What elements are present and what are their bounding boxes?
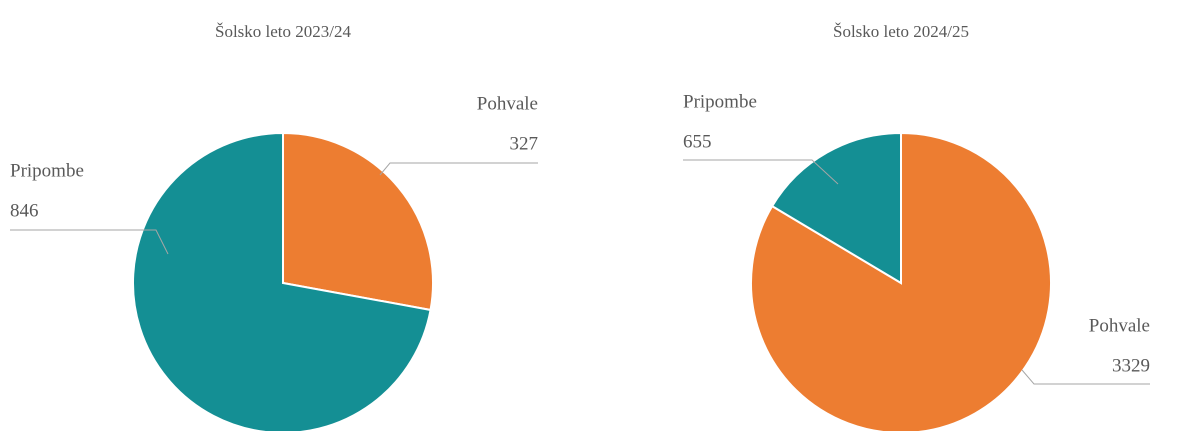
- slice-value: 655: [683, 131, 712, 152]
- slice-value: 846: [10, 200, 39, 221]
- leader-line: [1021, 369, 1150, 385]
- slice-label: Pripombe: [10, 160, 84, 181]
- slice-label: Pripombe: [683, 91, 757, 112]
- leader-line: [379, 162, 538, 176]
- pie-slice: [750, 131, 1052, 431]
- slice-label: Pohvale: [1089, 315, 1150, 336]
- leader-line: [10, 229, 169, 255]
- leader-line: [683, 159, 839, 185]
- chart-title: Šolsko leto 2023/24: [215, 22, 352, 41]
- slice-value: 3329: [1112, 355, 1150, 376]
- slice-label: Pohvale: [477, 93, 538, 114]
- pie-slice: [282, 131, 434, 312]
- slice-value: 327: [510, 133, 539, 154]
- pie-slice: [132, 131, 432, 431]
- chart-title: Šolsko leto 2024/25: [833, 22, 969, 41]
- pie-slice: [770, 131, 902, 285]
